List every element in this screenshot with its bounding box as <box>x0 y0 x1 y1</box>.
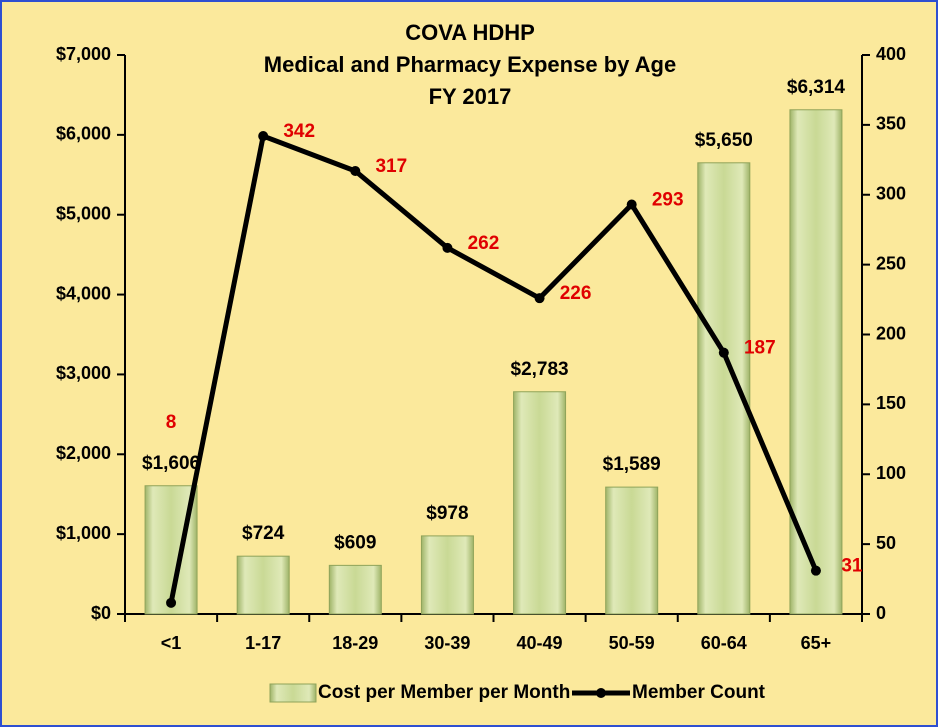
line-point <box>350 165 361 176</box>
legend-swatch <box>596 688 606 698</box>
bar <box>420 535 474 615</box>
line-point <box>534 293 545 304</box>
bar-value-label: $1,606 <box>142 453 200 474</box>
chart-title: Medical and Pharmacy Expense by Age <box>264 52 676 77</box>
bar-value-label: $724 <box>242 523 285 544</box>
legend-label: Member Count <box>632 682 766 703</box>
bar-value-label: $2,783 <box>511 359 569 380</box>
chart-title: COVA HDHP <box>405 20 535 45</box>
x-tick-label: <1 <box>161 633 182 653</box>
line-value-label: 317 <box>375 156 407 177</box>
x-tick-label: 1-17 <box>245 633 281 653</box>
chart-title: FY 2017 <box>429 84 512 109</box>
y-tick-label: $5,000 <box>56 203 111 223</box>
x-tick-label: 40-49 <box>517 633 563 653</box>
y2-tick-label: 150 <box>876 393 906 413</box>
bar-value-label: $5,650 <box>695 130 753 151</box>
y2-tick-label: 350 <box>876 114 906 134</box>
line-value-label: 342 <box>283 121 315 142</box>
x-tick-label: 18-29 <box>332 633 378 653</box>
y-tick-label: $6,000 <box>56 124 111 144</box>
bar <box>328 564 382 615</box>
y2-tick-label: 400 <box>876 44 906 64</box>
bar-value-label: $609 <box>334 532 376 553</box>
line-value-label: 187 <box>744 338 776 359</box>
line-point <box>166 597 177 608</box>
y2-tick-label: 100 <box>876 463 906 483</box>
x-tick-label: 30-39 <box>424 633 470 653</box>
y2-tick-label: 250 <box>876 253 906 273</box>
line-point <box>810 565 821 576</box>
bar <box>697 162 751 615</box>
bar-value-label: $6,314 <box>787 77 846 98</box>
line-value-label: 262 <box>468 233 500 254</box>
y2-tick-label: 200 <box>876 323 906 343</box>
x-tick-label: 50-59 <box>609 633 655 653</box>
line-point <box>442 242 453 253</box>
line-value-label: 293 <box>652 190 684 211</box>
y2-tick-label: 0 <box>876 603 886 623</box>
bar <box>513 391 567 615</box>
y-tick-label: $4,000 <box>56 283 111 303</box>
bar-value-label: $1,589 <box>603 454 661 475</box>
bar-value-label: $978 <box>426 503 468 524</box>
x-tick-label: 60-64 <box>701 633 747 653</box>
x-tick-label: 65+ <box>801 633 832 653</box>
bar <box>789 109 843 615</box>
y-tick-label: $3,000 <box>56 363 111 383</box>
line-value-label: 8 <box>166 412 177 433</box>
bar <box>236 555 290 615</box>
line-value-label: 226 <box>560 283 592 304</box>
line <box>168 133 819 604</box>
y2-tick-label: 300 <box>876 184 906 204</box>
y-tick-label: $7,000 <box>56 44 111 64</box>
legend-label: Cost per Member per Month <box>318 682 570 703</box>
line-point <box>718 347 729 358</box>
line-value-label: 31 <box>841 556 863 577</box>
y-tick-label: $2,000 <box>56 443 111 463</box>
line-point <box>626 199 637 210</box>
y2-tick-label: 50 <box>876 533 896 553</box>
bar <box>605 486 659 615</box>
legend-swatch <box>269 683 317 703</box>
y-tick-label: $0 <box>91 603 111 623</box>
y-tick-label: $1,000 <box>56 523 111 543</box>
line-point <box>258 131 269 142</box>
